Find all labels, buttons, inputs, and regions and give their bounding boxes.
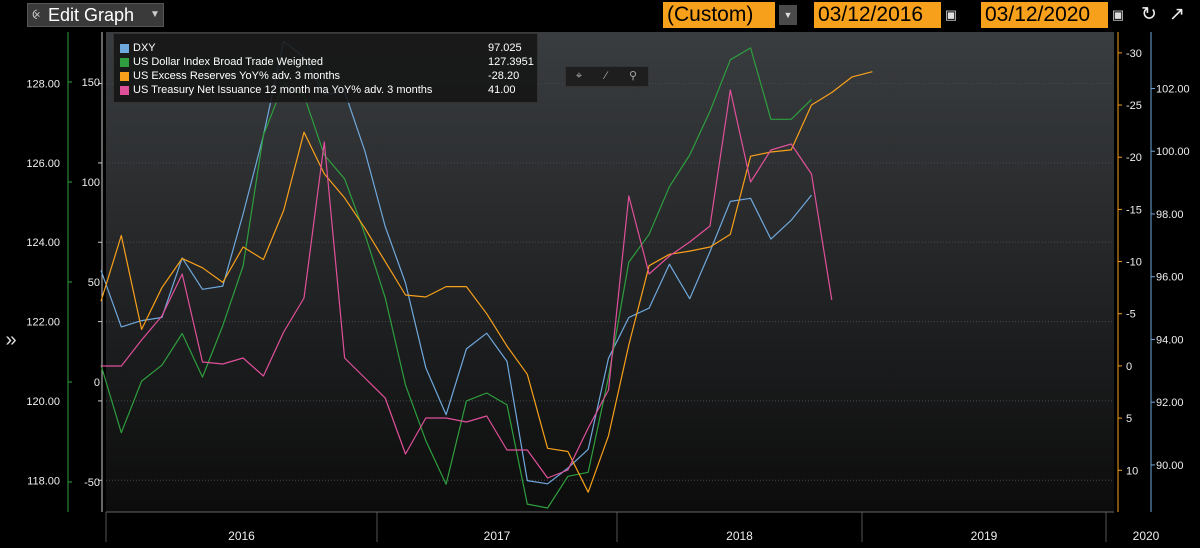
calendar-icon[interactable]: ▣ (944, 7, 958, 22)
y-tick-label-right-outer: 98.00 (1156, 209, 1184, 221)
expand-sidebar-icon[interactable]: » (5, 329, 17, 351)
chart-settings-icon: ⨴ (32, 7, 41, 22)
series-line-treasury-issuance (101, 89, 833, 479)
y-tick-label-left-inner: 50 (88, 277, 100, 289)
y-tick-label-right-inner: -15 (1126, 204, 1142, 216)
y-tick-label-left-inner: 0 (94, 377, 100, 389)
x-tick-label: 2020 (1133, 529, 1160, 543)
y-tick-label-right-inner: -5 (1126, 309, 1136, 321)
toolbar: ⨴ Edit Graph ▼ (Custom) ▼ 03/12/2016 ▣ 0… (0, 0, 1200, 30)
end-date-field[interactable]: 03/12/2020 (981, 2, 1108, 28)
y-tick-label-left-outer: 120.00 (26, 396, 60, 408)
legend-series-value: 127.3951 (488, 56, 534, 68)
legend-swatch (120, 72, 129, 81)
legend-swatch (120, 58, 129, 67)
legend-series-name: DXY (133, 42, 156, 54)
series-line-dollar-index (100, 47, 812, 509)
magnifier-icon[interactable]: ⚲ (628, 70, 638, 82)
chart-svg: 2016 2017 2018 2019 2020 118.00 120.00 122.00 12… (26, 32, 1190, 543)
dropdown-arrow-icon[interactable]: ▼ (779, 5, 797, 25)
y-tick-label-left-outer: 122.00 (26, 317, 60, 329)
edit-graph-button[interactable]: ⨴ Edit Graph ▼ (27, 3, 164, 27)
x-tick-label: 2019 (971, 529, 998, 543)
y-tick-label-right-inner: 0 (1126, 361, 1132, 373)
draw-line-icon[interactable]: ∕ (605, 70, 607, 82)
y-tick-label-right-outer: 102.00 (1156, 83, 1190, 95)
legend-series-value: 97.025 (488, 42, 522, 54)
y-tick-label-right-inner: 5 (1126, 413, 1132, 425)
legend-swatch (120, 86, 129, 95)
calendar-icon[interactable]: ▣ (1111, 7, 1125, 22)
chart-legend: DXY 97.025 US Dollar Index Broad Trade W… (113, 33, 538, 103)
plot-background (106, 32, 1114, 512)
date-range-select[interactable]: (Custom) (663, 2, 775, 28)
x-tick-label: 2016 (228, 529, 255, 543)
y-tick-label-right-outer: 94.00 (1156, 334, 1184, 346)
legend-item-excess-reserves: US Excess Reserves YoY% adv. 3 months -2… (120, 70, 534, 84)
expand-icon[interactable]: ↗ (1169, 4, 1185, 25)
legend-series-name: US Dollar Index Broad Trade Weighted (133, 56, 323, 68)
y-tick-label-left-outer: 126.00 (26, 158, 60, 170)
y-tick-label-right-outer: 96.00 (1156, 272, 1184, 284)
caret-down-icon: ▼ (150, 9, 160, 20)
y-tick-label-right-outer: 92.00 (1156, 397, 1184, 409)
legend-series-name: US Excess Reserves YoY% adv. 3 months (133, 70, 341, 82)
y-tick-label-left-inner: -50 (84, 477, 100, 489)
legend-series-value: -28.20 (488, 70, 520, 82)
y-tick-label-right-inner: -30 (1126, 48, 1142, 60)
legend-item-dollar-index: US Dollar Index Broad Trade Weighted 127… (120, 56, 534, 70)
chart-tools: ⌖ ∕ ⚲ (565, 66, 649, 87)
series-line-excess-reserves (100, 71, 873, 493)
y-tick-label-left-inner: 150 (82, 77, 100, 89)
legend-item-treasury-issuance: US Treasury Net Issuance 12 month ma YoY… (120, 84, 534, 98)
y-tick-label-right-inner: -20 (1126, 152, 1142, 164)
y-tick-label-right-outer: 90.00 (1156, 460, 1184, 472)
x-tick-label: 2017 (484, 529, 511, 543)
y-tick-label-right-inner: -10 (1126, 257, 1142, 269)
crosshair-icon[interactable]: ⌖ (575, 70, 583, 82)
edit-graph-label: Edit Graph (48, 5, 135, 25)
x-tick-label: 2018 (726, 529, 753, 543)
legend-series-value: 41.00 (488, 84, 516, 96)
legend-item-dxy: DXY 97.025 (120, 42, 534, 56)
y-tick-label-left-inner: 100 (82, 177, 100, 189)
legend-swatch (120, 44, 129, 53)
series-line-dxy (100, 40, 812, 485)
y-tick-label-right-inner: -25 (1126, 100, 1142, 112)
refresh-icon[interactable]: ↻ (1141, 4, 1157, 25)
y-tick-label-left-outer: 124.00 (26, 237, 60, 249)
legend-series-name: US Treasury Net Issuance 12 month ma YoY… (133, 84, 433, 96)
y-tick-label-left-outer: 118.00 (27, 475, 60, 487)
y-tick-label-left-outer: 128.00 (26, 79, 60, 91)
start-date-field[interactable]: 03/12/2016 (814, 2, 941, 28)
y-tick-label-right-outer: 100.00 (1156, 146, 1190, 158)
y-tick-label-right-inner: 10 (1126, 465, 1138, 477)
